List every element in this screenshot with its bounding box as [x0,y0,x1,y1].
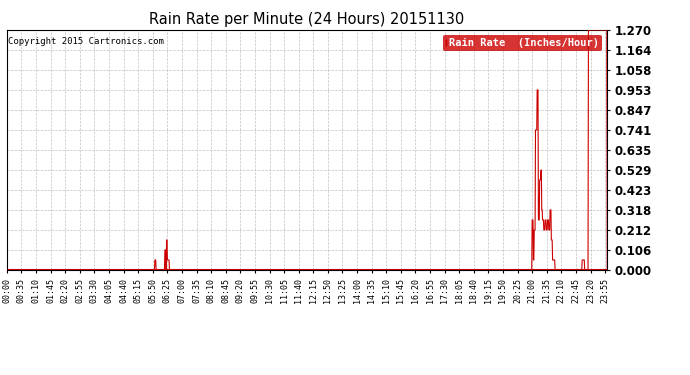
Text: Copyright 2015 Cartronics.com: Copyright 2015 Cartronics.com [8,37,164,46]
Title: Rain Rate per Minute (24 Hours) 20151130: Rain Rate per Minute (24 Hours) 20151130 [150,12,464,27]
Legend: Rain Rate  (Inches/Hour): Rain Rate (Inches/Hour) [442,35,602,51]
